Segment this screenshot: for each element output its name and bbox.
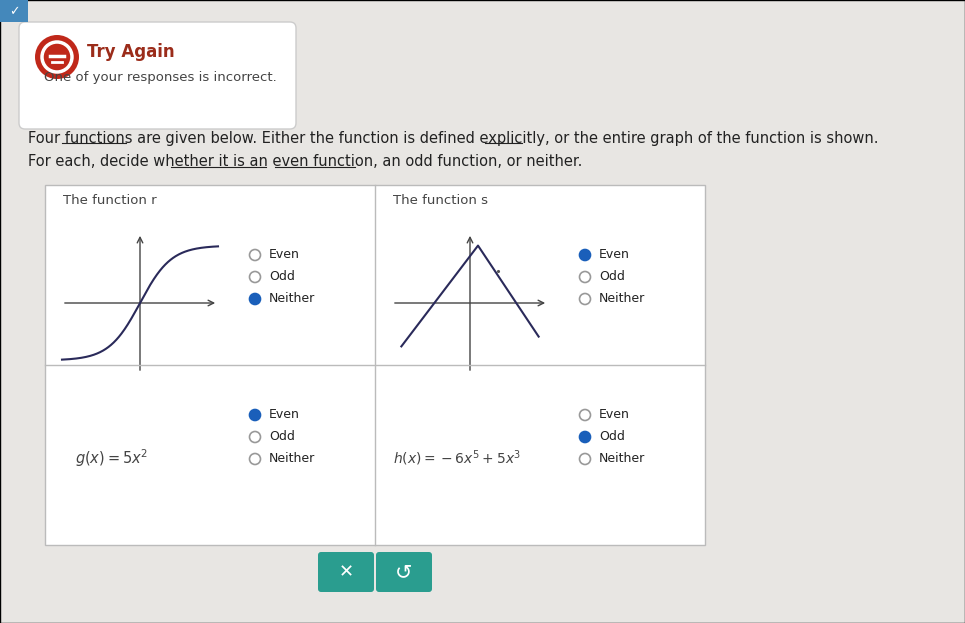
Text: Even: Even <box>269 409 300 422</box>
Text: ✓: ✓ <box>9 6 19 19</box>
Text: Neither: Neither <box>269 452 316 465</box>
Circle shape <box>580 432 591 442</box>
Circle shape <box>42 42 72 72</box>
Text: $h(x) = -6x^5 + 5x^3$: $h(x) = -6x^5 + 5x^3$ <box>393 449 521 468</box>
Circle shape <box>580 272 591 282</box>
Text: ↺: ↺ <box>396 562 413 582</box>
FancyBboxPatch shape <box>19 22 296 129</box>
Text: Odd: Odd <box>599 270 625 283</box>
Text: ✕: ✕ <box>339 563 353 581</box>
Text: $g(x) = 5x^2$: $g(x) = 5x^2$ <box>75 448 149 470</box>
FancyBboxPatch shape <box>45 185 705 545</box>
Circle shape <box>580 409 591 421</box>
Circle shape <box>250 409 261 421</box>
Circle shape <box>250 293 261 305</box>
Text: The function r: The function r <box>63 194 156 207</box>
Text: Neither: Neither <box>269 293 316 305</box>
Text: The function s: The function s <box>393 194 488 207</box>
Text: Odd: Odd <box>599 430 625 444</box>
Text: Even: Even <box>599 409 630 422</box>
FancyBboxPatch shape <box>0 0 28 22</box>
Text: One of your responses is incorrect.: One of your responses is incorrect. <box>44 72 277 85</box>
Text: For each, decide whether it is an even function, an odd function, or neither.: For each, decide whether it is an even f… <box>28 155 582 169</box>
Circle shape <box>35 35 79 79</box>
Text: Four functions are given below. Either the function is defined explicitly, or th: Four functions are given below. Either t… <box>28 130 878 146</box>
Text: Even: Even <box>599 249 630 262</box>
Text: Even: Even <box>269 249 300 262</box>
Circle shape <box>250 272 261 282</box>
Circle shape <box>580 293 591 305</box>
FancyBboxPatch shape <box>318 552 374 592</box>
Text: Odd: Odd <box>269 270 295 283</box>
FancyBboxPatch shape <box>376 552 432 592</box>
Circle shape <box>580 249 591 260</box>
Text: Neither: Neither <box>599 293 646 305</box>
Circle shape <box>250 454 261 465</box>
Circle shape <box>250 249 261 260</box>
Circle shape <box>250 432 261 442</box>
Text: Try Again: Try Again <box>87 43 175 61</box>
Text: Odd: Odd <box>269 430 295 444</box>
Circle shape <box>580 454 591 465</box>
Text: Neither: Neither <box>599 452 646 465</box>
